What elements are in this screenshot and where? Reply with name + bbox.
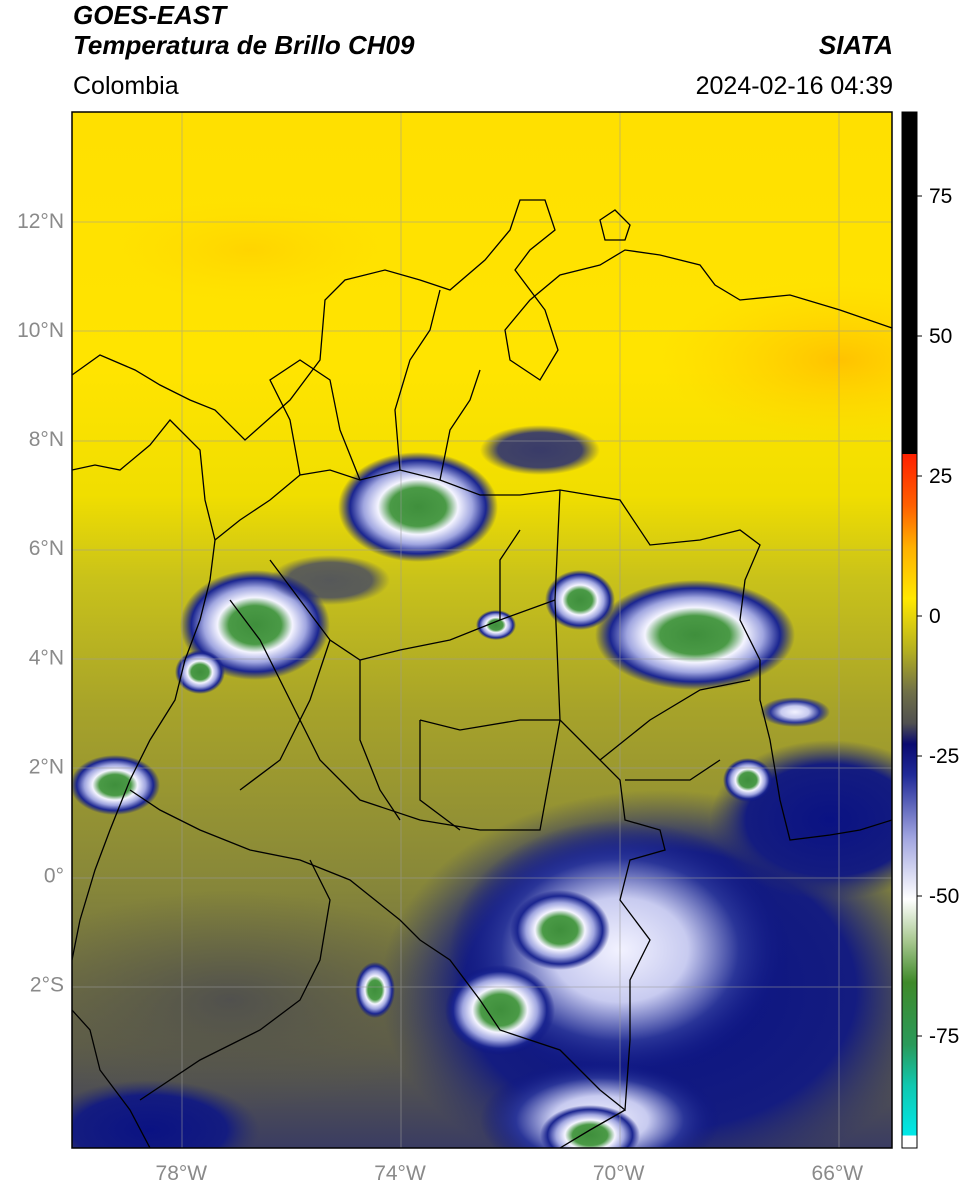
lat-tick-label: 10°N xyxy=(17,319,64,342)
title-line-2: Temperatura de Brillo CH09 xyxy=(73,30,415,60)
timestamp-label: 2024-02-16 04:39 xyxy=(695,72,893,100)
agency-label: SIATA xyxy=(818,30,893,60)
region-label: Colombia xyxy=(73,72,179,100)
graticule xyxy=(72,112,892,1148)
colorbar xyxy=(902,112,917,1148)
lon-tick-label: 74°W xyxy=(374,1162,426,1185)
colorbar-tick-label: 75 xyxy=(929,185,952,208)
colorbar-ticks: 75 50 25 0 -25 -50 -75 xyxy=(917,185,959,1048)
colorbar-tick-label: 0 xyxy=(929,605,941,628)
lon-tick-label: 78°W xyxy=(156,1162,208,1185)
lat-tick-label: 0° xyxy=(44,864,64,887)
latitude-tick-labels: 12°N 10°N 8°N 6°N 4°N 2°N 0° 2°S xyxy=(17,210,64,996)
lat-tick-label: 2°S xyxy=(30,973,64,996)
map-frame xyxy=(71,111,893,1149)
lat-tick-label: 12°N xyxy=(17,210,64,233)
colorbar-tick-label: 25 xyxy=(929,465,952,488)
longitude-tick-labels: 78°W 74°W 70°W 66°W xyxy=(156,1162,864,1185)
lat-tick-label: 8°N xyxy=(29,428,64,451)
lon-tick-label: 66°W xyxy=(812,1162,864,1185)
lat-tick-label: 2°N xyxy=(29,755,64,778)
coastlines-borders xyxy=(72,199,892,1148)
colorbar-tick-label: -25 xyxy=(929,745,959,768)
lon-tick-label: 70°W xyxy=(593,1162,645,1185)
colorbar-tick-label: -50 xyxy=(929,885,959,908)
colorbar-tick-label: -75 xyxy=(929,1025,959,1048)
map-raster xyxy=(72,112,892,1148)
lat-tick-label: 6°N xyxy=(29,537,64,560)
lat-tick-label: 4°N xyxy=(29,646,64,669)
title-line-1: GOES-EAST xyxy=(73,0,227,30)
colorbar-tick-label: 50 xyxy=(929,325,952,348)
